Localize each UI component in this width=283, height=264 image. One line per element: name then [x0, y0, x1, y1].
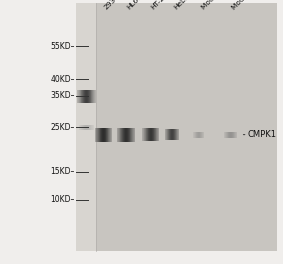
Text: HL60: HL60 [126, 0, 143, 11]
Bar [144, 128, 145, 141]
Bar [97, 128, 98, 142]
Bar [150, 128, 151, 141]
Bar [92, 90, 93, 103]
Bar [119, 128, 120, 142]
Bar [151, 128, 152, 141]
Bar [91, 90, 92, 103]
Bar [107, 128, 108, 142]
Bar [99, 128, 100, 142]
Bar [117, 128, 118, 142]
Text: Mouse kidney: Mouse kidney [231, 0, 271, 11]
Text: 35KD–: 35KD– [50, 91, 75, 100]
Bar [127, 128, 128, 142]
Bar [80, 90, 81, 103]
Text: 40KD–: 40KD– [50, 75, 75, 84]
Bar [148, 128, 149, 141]
Bar [100, 128, 101, 142]
Bar [95, 90, 96, 103]
Text: HT-29: HT-29 [150, 0, 170, 11]
Bar [132, 128, 133, 142]
Bar [143, 128, 144, 141]
Text: 25KD–: 25KD– [51, 123, 75, 132]
Text: 15KD–: 15KD– [51, 167, 75, 176]
Bar [147, 128, 148, 141]
Bar [96, 128, 97, 142]
Bar [131, 128, 132, 142]
Bar [146, 128, 147, 141]
Bar [98, 128, 99, 142]
Bar [84, 90, 85, 103]
Bar [142, 128, 143, 141]
Text: 10KD–: 10KD– [51, 195, 75, 204]
Bar [76, 3, 96, 251]
Bar [129, 128, 130, 142]
Bar [128, 128, 129, 142]
Bar [110, 128, 111, 142]
Bar [85, 90, 86, 103]
Bar [120, 128, 121, 142]
Bar [101, 128, 102, 142]
Bar [145, 128, 146, 141]
Bar [82, 90, 83, 103]
Bar [126, 128, 127, 142]
Bar [86, 90, 87, 103]
Text: 55KD–: 55KD– [50, 42, 75, 51]
Text: HeLa: HeLa [173, 0, 190, 11]
Bar [81, 90, 82, 103]
Bar [90, 90, 91, 103]
Bar [95, 128, 96, 142]
Bar [106, 128, 107, 142]
Bar [134, 128, 135, 142]
Bar [121, 128, 122, 142]
Bar [153, 128, 154, 141]
Bar [124, 128, 125, 142]
Bar [155, 128, 156, 141]
Bar [152, 128, 153, 141]
Bar [130, 128, 131, 142]
Bar [158, 128, 159, 141]
Bar [111, 128, 112, 142]
Bar [118, 128, 119, 142]
Bar [154, 128, 155, 141]
Bar [78, 90, 79, 103]
Bar [76, 3, 277, 251]
Bar [87, 90, 88, 103]
Bar [79, 90, 80, 103]
Bar [125, 128, 126, 142]
Bar [104, 128, 105, 142]
Bar [123, 128, 124, 142]
Bar [83, 90, 84, 103]
Bar [157, 128, 158, 141]
Text: CMPK1: CMPK1 [243, 130, 276, 139]
Bar [77, 90, 78, 103]
Bar [156, 128, 157, 141]
Bar [109, 128, 110, 142]
Bar [93, 90, 94, 103]
Text: 293T: 293T [103, 0, 121, 11]
Bar [149, 128, 150, 141]
Bar [108, 128, 109, 142]
Bar [103, 128, 104, 142]
Bar [88, 90, 89, 103]
Text: Mouse brain: Mouse brain [201, 0, 237, 11]
Bar [89, 90, 90, 103]
Bar [122, 128, 123, 142]
Bar [133, 128, 134, 142]
Bar [102, 128, 103, 142]
Bar [105, 128, 106, 142]
Bar [94, 90, 95, 103]
